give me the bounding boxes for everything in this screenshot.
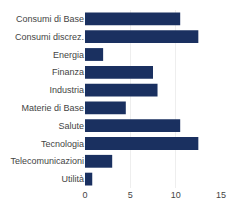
svg-text:Salute: Salute xyxy=(58,121,84,131)
svg-text:Telecomunicazioni: Telecomunicazioni xyxy=(10,156,84,166)
svg-text:Consumi di Base: Consumi di Base xyxy=(16,14,84,24)
svg-text:Finanza: Finanza xyxy=(52,67,84,77)
svg-text:15: 15 xyxy=(216,190,226,200)
svg-text:Tecnologia: Tecnologia xyxy=(41,139,84,149)
svg-text:Industria: Industria xyxy=(49,85,84,95)
svg-text:5: 5 xyxy=(128,190,133,200)
svg-text:Consumi discrez.: Consumi discrez. xyxy=(15,32,84,42)
svg-text:Materie di Base: Materie di Base xyxy=(21,103,84,113)
svg-text:Energia: Energia xyxy=(53,50,84,60)
svg-text:0: 0 xyxy=(82,190,87,200)
svg-text:Utilità: Utilità xyxy=(61,174,84,184)
svg-text:10: 10 xyxy=(171,190,181,200)
